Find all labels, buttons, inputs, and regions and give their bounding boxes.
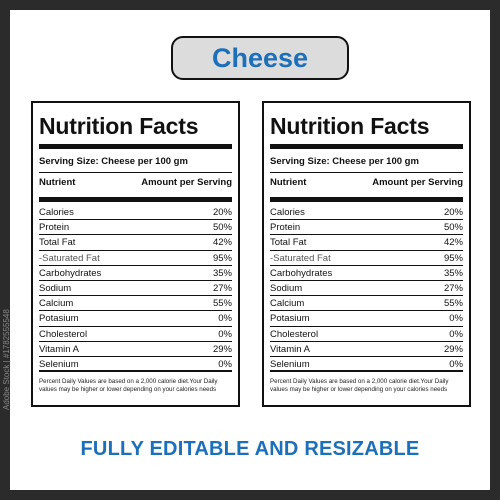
nutrient-name: Protein — [270, 222, 301, 234]
nutrient-value: 35% — [443, 267, 463, 279]
nutrition-facts-heading: Nutrition Facts — [39, 113, 199, 139]
nutrient-name: Calories — [39, 207, 74, 218]
nutrient-row: Selenium 0% — [39, 357, 232, 373]
divider — [270, 172, 463, 173]
nutrient-value: 29% — [212, 343, 232, 355]
nutrient-value: 95% — [212, 252, 232, 264]
nutrient-name: Vitamin A — [39, 343, 79, 355]
nutrient-value: 0% — [449, 328, 463, 340]
nutrient-value: 50% — [212, 222, 232, 234]
nutrient-value: 42% — [212, 237, 232, 249]
nutrient-row: Carbohydrates 35% — [270, 266, 463, 281]
nutrient-row: Calcium 55% — [39, 296, 232, 312]
serving-size: Serving Size: Cheese per 100 gm — [39, 156, 188, 167]
nutrient-list: Calories 20% Protein 50% Total Fat 42% -Sat… — [270, 205, 463, 373]
nutrient-name: Carbohydrates — [270, 267, 333, 279]
nutrient-value: 0% — [218, 328, 232, 340]
nutrient-row: Calories 20% — [39, 205, 232, 221]
nutrient-value: 50% — [443, 222, 463, 234]
nutrient-value: 55% — [443, 298, 463, 310]
nutrient-name: Potasium — [270, 313, 310, 325]
nutrition-panel: Nutrition Facts Serving Size: Cheese per… — [262, 101, 471, 407]
nutrient-name: Calcium — [39, 298, 74, 310]
nutrient-value: 27% — [212, 282, 232, 294]
divider — [39, 144, 232, 149]
nutrition-facts-heading: Nutrition Facts — [270, 113, 430, 139]
nutrient-list: Calories 20% Protein 50% Total Fat 42% -Sat… — [39, 205, 232, 373]
nutrient-name: Total Fat — [270, 237, 307, 249]
nutrient-name: Total Fat — [39, 237, 76, 249]
nutrient-name: Sodium — [39, 282, 72, 294]
nutrient-value: 35% — [212, 267, 232, 279]
nutrient-name: Cholesterol — [39, 328, 88, 340]
nutrient-value: 0% — [449, 358, 463, 370]
nutrient-row: Sodium 27% — [270, 281, 463, 297]
nutrient-row: Potasium 0% — [39, 311, 232, 327]
divider — [39, 172, 232, 173]
amount-column-label: Amount per Serving — [372, 177, 463, 188]
product-title-badge: Cheese — [171, 36, 349, 80]
nutrient-value: 55% — [212, 298, 232, 310]
nutrient-value: 29% — [443, 343, 463, 355]
nutrient-row: Calories 20% — [270, 205, 463, 221]
nutrient-row: Carbohydrates 35% — [39, 266, 232, 281]
nutrient-value: 20% — [443, 207, 463, 218]
nutrient-row: Vitamin A 29% — [39, 342, 232, 357]
nutrient-name: Sodium — [270, 282, 303, 294]
nutrient-name: -Saturated Fat — [270, 252, 331, 264]
nutrient-row: Selenium 0% — [270, 357, 463, 373]
nutrient-row: Cholesterol 0% — [39, 327, 232, 342]
nutrient-name: Calories — [270, 207, 305, 218]
nutrient-row: Protein 50% — [39, 220, 232, 236]
nutrient-value: 42% — [443, 237, 463, 249]
amount-column-label: Amount per Serving — [141, 177, 232, 188]
nutrient-row: Total Fat 42% — [39, 235, 232, 251]
nutrient-row: Sodium 27% — [39, 281, 232, 297]
tagline: FULLY EDITABLE AND RESIZABLE — [80, 438, 420, 460]
nutrient-row: Vitamin A 29% — [270, 342, 463, 357]
divider — [270, 144, 463, 149]
nutrient-row: Calcium 55% — [270, 296, 463, 312]
nutrient-value: 0% — [449, 313, 463, 325]
nutrient-name: Selenium — [39, 358, 79, 370]
nutrient-value: 0% — [218, 313, 232, 325]
nutrition-panel: Nutrition Facts Serving Size: Cheese per… — [31, 101, 240, 407]
column-header: Nutrient Amount per Serving — [270, 173, 463, 194]
nutrient-value: 20% — [212, 207, 232, 218]
daily-value-footnote: Percent Daily Values are based on a 2,00… — [270, 378, 449, 394]
stock-watermark: Adobe Stock | #1782555548 — [2, 309, 11, 410]
nutrient-column-label: Nutrient — [39, 177, 76, 188]
serving-size: Serving Size: Cheese per 100 gm — [270, 156, 419, 167]
nutrient-name: Vitamin A — [270, 343, 310, 355]
nutrient-value: 0% — [218, 358, 232, 370]
poster-canvas: Cheese Nutrition Facts Serving Size: Che… — [10, 10, 490, 490]
nutrient-name: Protein — [39, 222, 70, 234]
nutrient-value: 27% — [443, 282, 463, 294]
nutrient-name: -Saturated Fat — [39, 252, 100, 264]
nutrient-row: Protein 50% — [270, 220, 463, 236]
column-header: Nutrient Amount per Serving — [39, 173, 232, 194]
nutrient-row: Total Fat 42% — [270, 235, 463, 251]
nutrient-value: 95% — [443, 252, 463, 264]
nutrient-name: Cholesterol — [270, 328, 319, 340]
nutrient-row: -Saturated Fat 95% — [39, 251, 232, 266]
nutrient-row: Cholesterol 0% — [270, 327, 463, 342]
nutrient-column-label: Nutrient — [270, 177, 307, 188]
daily-value-footnote: Percent Daily Values are based on a 2,00… — [39, 378, 218, 394]
nutrient-row: Potasium 0% — [270, 311, 463, 327]
nutrient-row: -Saturated Fat 95% — [270, 251, 463, 266]
nutrient-name: Selenium — [270, 358, 310, 370]
divider — [270, 197, 463, 202]
nutrient-name: Calcium — [270, 298, 305, 310]
nutrient-name: Carbohydrates — [39, 267, 102, 279]
nutrient-name: Potasium — [39, 313, 79, 325]
divider — [39, 197, 232, 202]
